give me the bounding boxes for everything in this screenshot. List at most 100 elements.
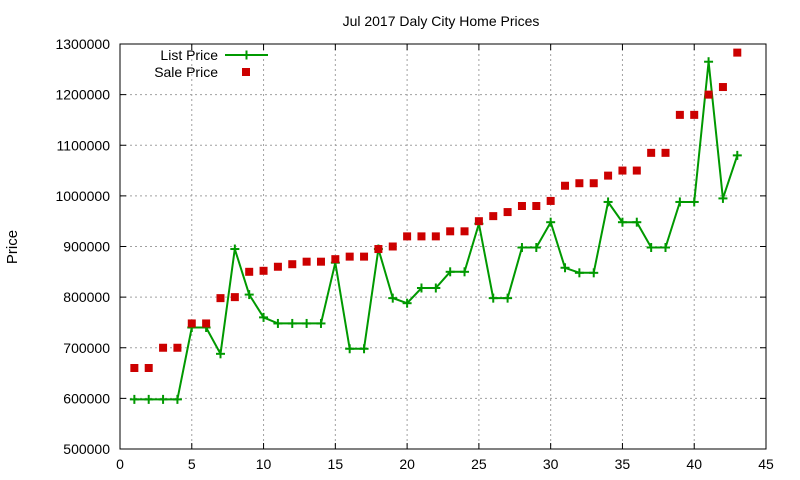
sale-price-point	[144, 364, 153, 372]
list-price-point	[503, 293, 513, 303]
list-price-point	[273, 318, 283, 328]
list-price-point	[259, 312, 269, 322]
y-tick-label: 1200000	[55, 87, 110, 103]
sale-price-point	[403, 232, 412, 241]
list-price-point	[589, 268, 599, 278]
legend: List Price Sale Price	[154, 47, 268, 80]
list-price-point	[345, 344, 355, 354]
sale-price-point	[647, 148, 656, 157]
list-price-point	[632, 217, 642, 227]
sale-price-point	[230, 293, 239, 302]
sale-price-point	[503, 208, 512, 217]
sale-price-point	[259, 266, 268, 275]
list-price-point	[129, 394, 139, 404]
list-price-point	[675, 197, 685, 207]
x-tick-label: 40	[686, 456, 702, 472]
sale-price-point	[159, 343, 168, 352]
sale-price-point	[718, 83, 727, 92]
list-price-point	[661, 243, 671, 253]
sale-price-point	[733, 48, 742, 57]
list-price-point	[215, 349, 225, 359]
sale-price-point	[202, 319, 211, 328]
sale-price-point	[460, 227, 469, 236]
sale-price-point	[331, 255, 340, 264]
y-tick-label: 900000	[63, 239, 110, 255]
list-price-point	[531, 243, 541, 253]
list-price-point	[488, 293, 498, 303]
sale-price-point	[675, 110, 684, 119]
sale-price-point	[546, 196, 555, 205]
y-tick-label: 1100000	[57, 137, 111, 153]
sale-price-point	[489, 212, 498, 221]
chart-title: Jul 2017 Daly City Home Prices	[343, 13, 540, 29]
list-price-point	[574, 268, 584, 278]
list-price-point	[287, 318, 297, 328]
sale-price-point	[388, 242, 397, 251]
y-tick-label: 500000	[63, 441, 110, 457]
sale-price-point	[302, 257, 311, 266]
sale-price-point	[532, 202, 541, 210]
list-price-point	[388, 293, 398, 303]
sale-price-point	[173, 343, 182, 352]
list-price-point	[704, 57, 714, 67]
list-price-point	[732, 150, 742, 160]
sale-price-point	[474, 217, 483, 226]
list-price-point	[158, 394, 168, 404]
list-price-point	[617, 217, 627, 227]
y-tick-label: 600000	[63, 390, 110, 406]
sale-price-point	[216, 294, 225, 303]
list-price-point	[416, 283, 426, 293]
sale-price-point	[632, 166, 641, 175]
x-tick-label: 0	[116, 456, 124, 472]
sale-price-point	[288, 260, 297, 269]
list-price-point	[718, 193, 728, 203]
list-price-point	[646, 243, 656, 253]
list-price-point	[560, 263, 570, 273]
sale-price-point	[561, 181, 570, 190]
list-price-point	[230, 244, 240, 254]
list-price-point	[172, 394, 182, 404]
sale-price-point	[187, 319, 196, 328]
legend-sample-sale-price-marker	[242, 68, 250, 76]
sale-price-point	[604, 171, 613, 180]
list-price-point	[144, 394, 154, 404]
list-price-point	[302, 318, 312, 328]
list-price-point	[546, 217, 556, 227]
list-price-point	[603, 197, 613, 207]
sale-price-point	[517, 202, 526, 210]
y-tick-label: 700000	[63, 340, 110, 356]
sale-price-point	[589, 179, 598, 188]
x-tick-label: 5	[188, 456, 196, 472]
x-tick-label: 25	[471, 456, 487, 472]
list-price-point	[359, 344, 369, 354]
axes: 0 5 10 15 20 25 30 35 40 45 500000 600000 700000 8000…	[55, 36, 774, 472]
y-tick-label: 1300000	[55, 36, 110, 52]
sale-price-point	[618, 166, 627, 175]
list-price-point	[460, 267, 470, 277]
y-axis-label: Price	[4, 230, 21, 264]
y-tick-label: 1000000	[55, 188, 110, 204]
sale-price-point	[374, 245, 383, 254]
sale-price-point	[360, 252, 369, 261]
list-price-point	[689, 197, 699, 207]
list-price-point	[517, 243, 527, 253]
sale-price-point	[704, 90, 713, 99]
sale-price-point	[273, 262, 282, 271]
x-tick-label: 30	[543, 456, 559, 472]
sale-price-point	[417, 232, 426, 241]
list-price-point	[431, 283, 441, 293]
sale-price-point	[245, 267, 254, 276]
x-tick-label: 20	[399, 456, 415, 472]
sale-price-point	[690, 110, 699, 119]
y-tick-label: 800000	[63, 289, 110, 305]
legend-label-list-price: List Price	[160, 47, 218, 63]
sale-price-point	[316, 257, 325, 266]
sale-price-point	[661, 148, 670, 157]
legend-label-sale-price: Sale Price	[154, 64, 218, 80]
x-tick-label: 35	[615, 456, 631, 472]
list-price-point	[445, 267, 455, 277]
sale-price-point	[575, 179, 584, 188]
sale-price-point	[345, 252, 354, 261]
list-price-point	[316, 318, 326, 328]
